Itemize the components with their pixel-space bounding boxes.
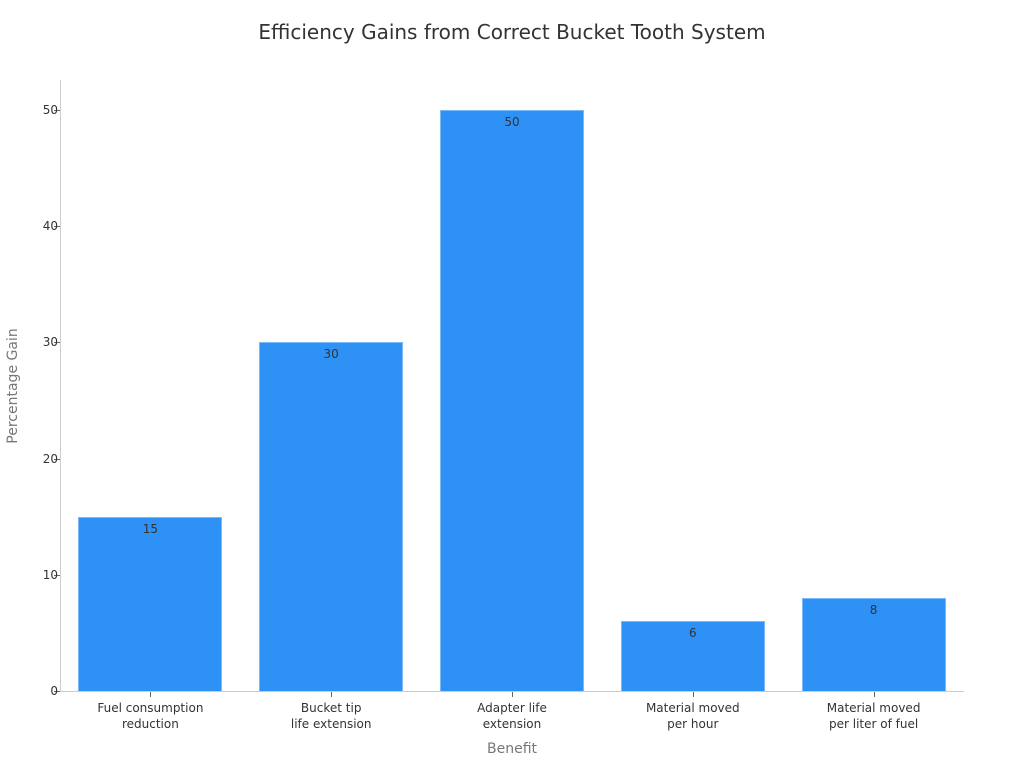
- x-tick: [331, 692, 333, 697]
- bar: 50: [440, 110, 584, 691]
- x-tick: [150, 692, 152, 697]
- y-tick-label: 0: [50, 684, 58, 698]
- bar-value-label: 6: [688, 626, 697, 641]
- x-tick: [692, 692, 694, 697]
- x-tick-label: Adapter life extension: [477, 701, 547, 731]
- y-tick-label: 10: [42, 567, 58, 582]
- y-tick: [54, 110, 60, 111]
- bar-value-label: 8: [869, 603, 878, 618]
- x-axis-label: Benefit: [486, 741, 537, 757]
- x-tick-label: Material moved per liter of fuel: [826, 701, 921, 731]
- y-tick: [54, 342, 60, 344]
- y-tick: [54, 574, 60, 576]
- bar: 8: [801, 598, 946, 691]
- bar: 6: [620, 621, 765, 691]
- bar-value-label: 50: [504, 115, 520, 129]
- y-tick: [54, 691, 60, 692]
- bar-value-label: 15: [142, 521, 159, 536]
- x-tick-label: Bucket tip life extension: [290, 701, 372, 731]
- bar-value-label: 30: [323, 347, 339, 362]
- y-tick-label: 30: [42, 335, 58, 350]
- y-tick-label: 40: [42, 219, 58, 234]
- x-tick: [873, 692, 875, 697]
- bar: 15: [78, 516, 223, 691]
- bar: 30: [259, 342, 404, 691]
- y-axis-line: [60, 80, 61, 692]
- x-tick-label: Material moved per hour: [645, 701, 740, 731]
- y-tick-label: 20: [42, 451, 58, 466]
- y-tick: [54, 458, 60, 460]
- y-tick-label: 50: [42, 103, 58, 117]
- x-axis-line: [60, 691, 964, 692]
- y-tick: [54, 226, 60, 228]
- x-tick-label: Fuel consumption reduction: [97, 701, 204, 731]
- chart-title: Efficiency Gains from Correct Bucket Too…: [258, 20, 766, 44]
- x-tick: [512, 692, 513, 697]
